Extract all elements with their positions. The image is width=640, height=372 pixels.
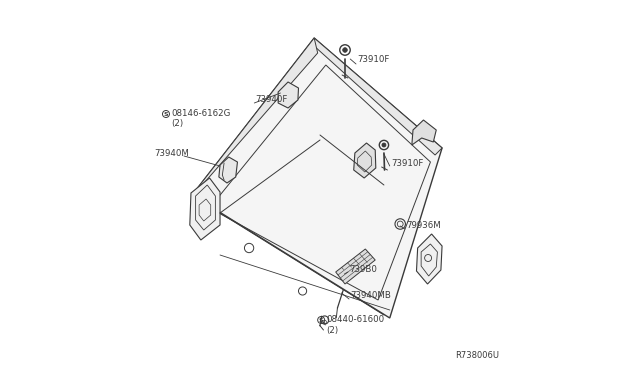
Polygon shape bbox=[354, 143, 376, 178]
Circle shape bbox=[382, 143, 386, 147]
Text: (2): (2) bbox=[326, 326, 339, 334]
Polygon shape bbox=[313, 38, 442, 155]
Text: 79936M: 79936M bbox=[406, 221, 441, 231]
Circle shape bbox=[342, 48, 348, 52]
Text: (2): (2) bbox=[172, 119, 183, 128]
Text: 73910F: 73910F bbox=[357, 55, 390, 64]
Polygon shape bbox=[412, 120, 436, 145]
Text: S: S bbox=[319, 317, 323, 323]
Text: 73940MB: 73940MB bbox=[350, 292, 391, 301]
Text: 73940M: 73940M bbox=[154, 148, 189, 157]
Text: 08440-61600: 08440-61600 bbox=[326, 315, 385, 324]
Polygon shape bbox=[219, 157, 237, 183]
Text: S: S bbox=[164, 112, 168, 116]
Polygon shape bbox=[190, 178, 220, 240]
Polygon shape bbox=[336, 249, 375, 284]
Polygon shape bbox=[278, 82, 298, 108]
Text: 73940F: 73940F bbox=[255, 96, 287, 105]
Polygon shape bbox=[417, 234, 442, 284]
Text: 73910F: 73910F bbox=[391, 158, 423, 167]
Polygon shape bbox=[192, 38, 317, 195]
Polygon shape bbox=[192, 38, 442, 318]
Text: 08146-6162G: 08146-6162G bbox=[172, 109, 230, 119]
Text: 739B0: 739B0 bbox=[349, 266, 377, 275]
Text: R738006U: R738006U bbox=[455, 352, 499, 360]
